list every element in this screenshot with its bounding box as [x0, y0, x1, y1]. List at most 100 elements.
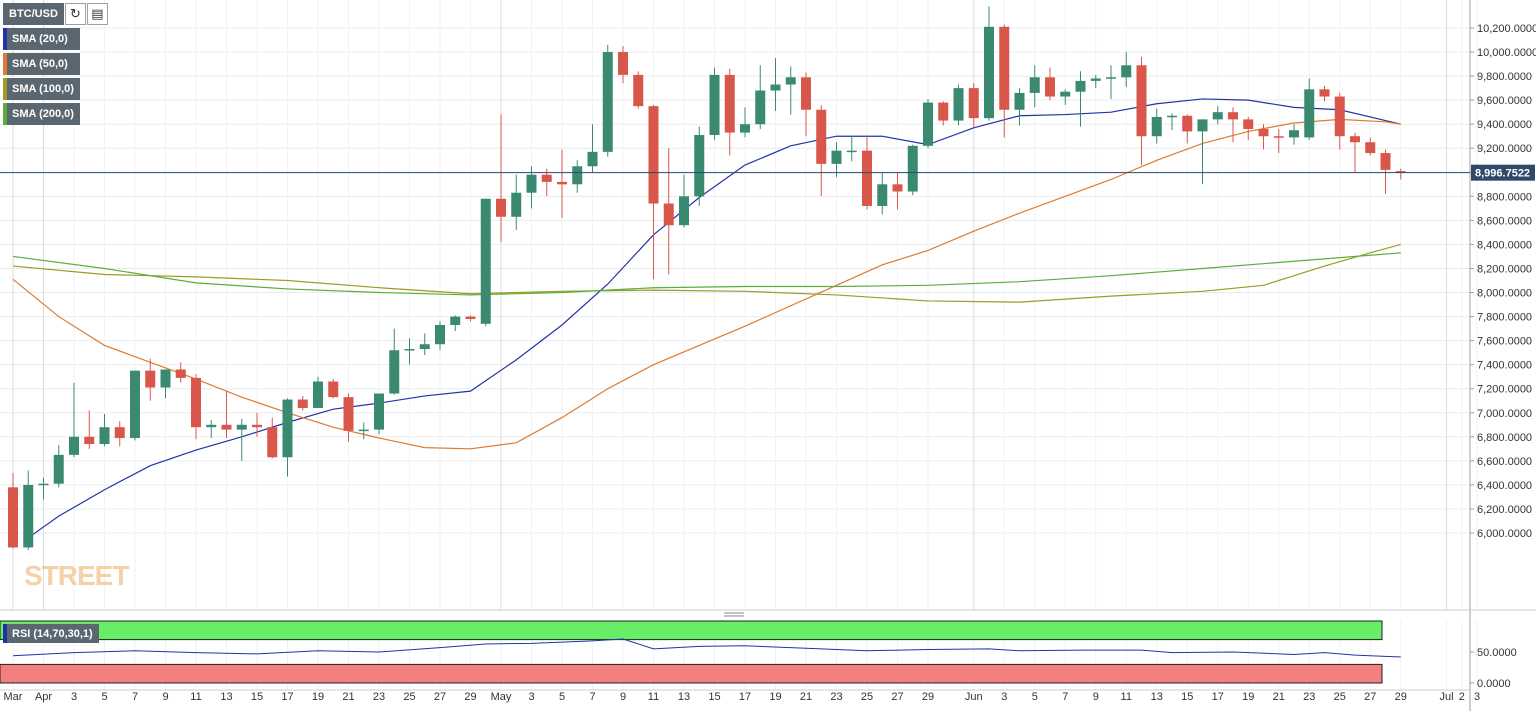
candle-body-up	[572, 166, 583, 185]
candle-body-down	[1319, 89, 1330, 97]
candle-body-up	[282, 399, 293, 458]
time-tick-label: 5	[101, 691, 107, 703]
time-tick-label: 5	[559, 691, 565, 703]
time-tick-label: 13	[678, 691, 690, 703]
candle-body-up	[602, 52, 613, 152]
time-tick-label: 29	[922, 691, 934, 703]
sma-line-50	[12, 118, 1401, 450]
candle-body-up	[526, 174, 537, 193]
candle-body-down	[1365, 142, 1376, 154]
candle-body-down	[1136, 65, 1147, 137]
time-tick-label: 27	[891, 691, 903, 703]
candle-body-down	[297, 399, 308, 408]
candle-body-down	[252, 424, 262, 428]
candle-body-up	[1212, 112, 1223, 120]
candle-body-up	[1304, 89, 1315, 138]
price-tick-label: 6,600.0000	[1477, 456, 1532, 468]
candle-body-up	[130, 370, 140, 439]
price-tick-label: 10,200.0000	[1477, 23, 1536, 35]
calendar-icon[interactable]: ▤	[86, 3, 108, 25]
time-tick-label: 9	[162, 691, 168, 703]
price-tick-label: 6,400.0000	[1477, 480, 1532, 492]
candle-body-up	[1014, 92, 1025, 110]
time-tick-label: 15	[1181, 691, 1193, 703]
candle-body-down	[541, 174, 552, 182]
candle-body-down	[221, 424, 232, 430]
candle-body-down	[938, 102, 949, 121]
refresh-icon[interactable]: ↻	[64, 3, 86, 25]
candle-body-up	[923, 102, 933, 146]
indicator-legend: SMA (20,0) SMA (50,0) SMA (100,0) SMA (2…	[3, 28, 80, 125]
time-tick-label: 27	[434, 691, 446, 703]
candle-body-up	[1121, 65, 1132, 78]
candle-body-down	[114, 427, 125, 439]
candle-body-down	[862, 150, 872, 206]
candle-body-up	[1075, 80, 1086, 92]
moving-averages	[12, 98, 1401, 539]
rsi-overbought-band	[0, 620, 1383, 641]
time-tick-label: Apr	[35, 691, 52, 703]
time-tick-label: 21	[342, 691, 354, 703]
candle-body-up	[374, 393, 384, 430]
price-tick-label: 7,000.0000	[1477, 408, 1532, 420]
indicator-sma-100[interactable]: SMA (100,0)	[3, 78, 80, 100]
indicator-sma-20[interactable]: SMA (20,0)	[3, 28, 80, 50]
price-tick-label: 7,800.0000	[1477, 312, 1532, 324]
watermark-logo: STREET	[24, 560, 129, 591]
time-tick-label: 29	[464, 691, 476, 703]
last-price-label: 8,996.7522	[1475, 168, 1530, 180]
time-tick-label: 9	[620, 691, 626, 703]
grid	[0, 0, 1478, 690]
indicator-sma-200[interactable]: SMA (200,0)	[3, 103, 80, 125]
time-tick-label: Mar	[4, 691, 23, 703]
candle-body-up	[435, 324, 445, 345]
candle-body-up	[1106, 77, 1116, 79]
candle-body-up	[679, 196, 689, 226]
candle-body-up	[1029, 77, 1040, 93]
candle-body-down	[1243, 119, 1254, 129]
sma-line-100	[12, 243, 1401, 303]
candle-body-up	[480, 198, 491, 324]
candle-body-down	[1380, 153, 1391, 170]
candle-body-down	[557, 181, 567, 185]
price-tick-label: 9,400.0000	[1477, 119, 1532, 131]
candle-body-down	[8, 487, 18, 548]
candle-body-down	[1273, 136, 1284, 138]
time-tick-label: 2	[1459, 691, 1465, 703]
price-tick-label: 9,600.0000	[1477, 95, 1532, 107]
rsi-indicator-label[interactable]: RSI (14,70,30,1)	[3, 624, 99, 643]
time-tick-label: 11	[190, 691, 201, 703]
symbol-button[interactable]: BTC/USD	[3, 3, 64, 25]
time-tick-label: 15	[251, 691, 263, 703]
candle-body-down	[1045, 77, 1055, 97]
candle-body-up	[587, 151, 598, 167]
last-price-badge	[1471, 164, 1535, 181]
indicator-sma-50[interactable]: SMA (50,0)	[3, 53, 80, 75]
price-tick-label: 7,400.0000	[1477, 360, 1532, 372]
time-tick-label: 3	[71, 691, 77, 703]
time-tick-label: May	[491, 691, 512, 703]
time-tick-label: 21	[1273, 691, 1285, 703]
candle-body-down	[648, 106, 659, 204]
candle-body-up	[1197, 119, 1208, 132]
time-tick-label: 29	[1395, 691, 1407, 703]
time-tick-label: 19	[312, 691, 324, 703]
time-tick-label: 3	[528, 691, 534, 703]
price-tick-label: 7,200.0000	[1477, 384, 1532, 396]
candle-body-up	[877, 184, 888, 206]
candle-body-up	[23, 484, 34, 548]
candle-body-up	[419, 344, 430, 350]
candle-body-up	[694, 135, 705, 197]
candle-body-down	[1258, 129, 1269, 137]
candle-body-down	[999, 26, 1010, 110]
candle-body-up	[99, 427, 110, 445]
rsi-pane	[0, 620, 1401, 684]
candle-body-up	[160, 369, 171, 388]
price-tick-label: 10,000.0000	[1477, 47, 1536, 59]
candle-body-up	[1090, 78, 1101, 81]
candle-body-down	[633, 74, 644, 107]
candle-body-up	[740, 124, 750, 133]
price-tick-label: 8,000.0000	[1477, 288, 1532, 300]
